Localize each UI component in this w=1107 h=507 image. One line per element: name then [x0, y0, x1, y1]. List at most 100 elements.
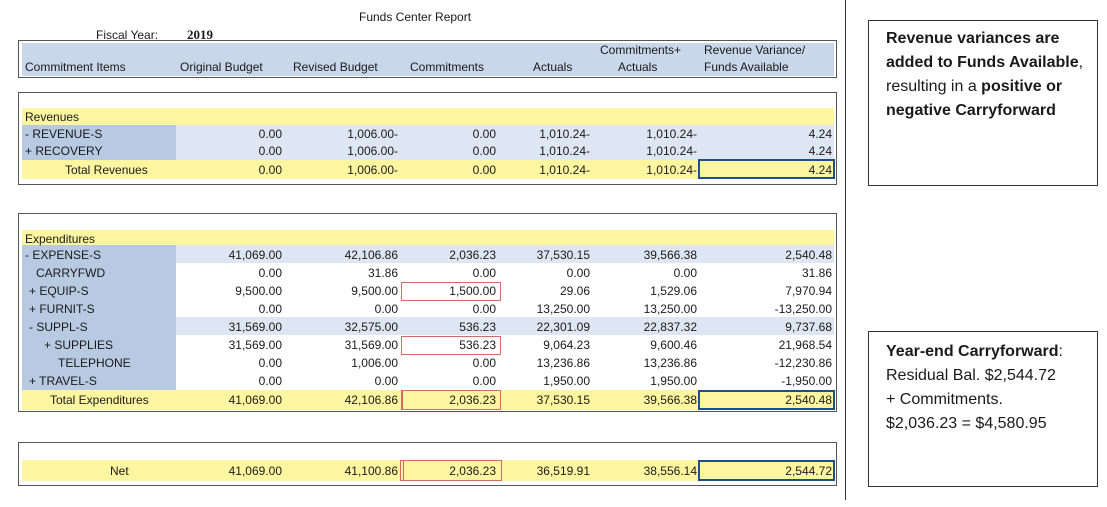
- cell-comm: 536.23: [459, 338, 496, 352]
- cell-act: 9,064.23: [543, 338, 590, 352]
- row-label: TELEPHONE: [58, 356, 131, 370]
- cell-rev: 41,100.86: [344, 464, 398, 478]
- table-row: - EXPENSE-S 41,069.00 42,106.86 2,036.23 37,…: [14, 246, 836, 264]
- total-expenditures-variance-highlight: [698, 390, 835, 410]
- cell-act: 13,250.00: [536, 302, 590, 316]
- total-commitments-highlight: [401, 390, 501, 410]
- total-revenues-row: Total Revenues 0.00 1,006.00- 0.00 1,010.24-…: [14, 161, 836, 179]
- supplies-commitments-highlight: [401, 336, 501, 355]
- cell-act: 1,010.24-: [539, 144, 590, 158]
- cell-var: -13,250.00: [774, 302, 832, 316]
- row-label: - EXPENSE-S: [25, 248, 102, 262]
- revenues-heading: Revenues: [25, 110, 80, 124]
- row-label: + TRAVEL-S: [29, 374, 97, 388]
- cell-var: -1,950.00: [781, 374, 832, 388]
- report-right-border: [845, 0, 846, 500]
- row-label: + SUPPLIES: [44, 338, 114, 352]
- carryforward-title: Year-end Carryforward: [886, 343, 1059, 360]
- cell-comm: 2,036.23: [449, 464, 496, 478]
- row-label: + EQUIP-S: [29, 284, 89, 298]
- table-row: TELEPHONE 0.00 1,006.00 0.00 13,236.86 13,236…: [14, 354, 836, 372]
- cell-var: 2,544.72: [785, 464, 832, 478]
- cell-var: 4.24: [808, 163, 832, 177]
- expenditures-frame: [18, 213, 837, 412]
- cell-ca: 1,529.06: [650, 284, 697, 298]
- cell-var: 4.24: [808, 144, 832, 158]
- fiscal-year-label: Fiscal Year:: [96, 28, 159, 42]
- cell-ca: 1,950.00: [650, 374, 697, 388]
- table-row: + RECOVERY 0.00 1,006.00- 0.00 1,010.24- 1,01…: [14, 142, 836, 160]
- cell-var: 31.86: [801, 266, 832, 280]
- table-row: + SUPPLIES 31,569.00 31,569.00 536.23 9,064.…: [14, 336, 836, 354]
- cell-comm: 0.00: [472, 356, 496, 370]
- cell-ca: 13,236.86: [643, 356, 697, 370]
- table-row: CARRYFWD 0.00 31.86 0.00 0.00 0.00 31.86: [14, 264, 836, 282]
- cell-act: 22,301.09: [536, 320, 590, 334]
- cell-act: 1,950.00: [543, 374, 590, 388]
- cell-ca: 9,600.46: [650, 338, 697, 352]
- cell-act: 1,010.24-: [539, 163, 590, 177]
- cell-act: 13,236.86: [536, 356, 590, 370]
- cell-rev: 1,006.00-: [347, 163, 398, 177]
- cell-var: 4.24: [808, 127, 832, 141]
- table-row: - SUPPL-S 31,569.00 32,575.00 536.23 22,301.…: [14, 318, 836, 336]
- cell-var: 2,540.48: [785, 393, 832, 407]
- cell-comm: 0.00: [472, 374, 496, 388]
- cell-ca: 13,250.00: [643, 302, 697, 316]
- cell-comm: 0.00: [472, 302, 496, 316]
- net-frame: [18, 442, 837, 486]
- total-revenues-variance-highlight: [698, 159, 835, 179]
- cell-rev: 32,575.00: [344, 320, 398, 334]
- net-commitments-highlight: [400, 460, 502, 481]
- report-title: Funds Center Report: [359, 10, 472, 24]
- col-revised-budget: Revised Budget: [293, 60, 378, 74]
- net-variance-highlight: [698, 460, 835, 481]
- cell-comm: 536.23: [459, 320, 496, 334]
- cell-ca: 1,010.24-: [646, 127, 697, 141]
- cell-var: 9,737.68: [785, 320, 832, 334]
- row-label: Net: [110, 464, 129, 478]
- cell-rev: 1,006.00-: [347, 144, 398, 158]
- carryforward-line3: $2,036.23 = $4,580.95: [886, 415, 1047, 432]
- col-commitment-items: Commitment Items: [25, 60, 126, 74]
- cell-act: 36,519.91: [536, 464, 590, 478]
- cell-rev: 42,106.86: [344, 393, 398, 407]
- note-text-1: , resulting in a: [886, 54, 1084, 95]
- col-variance-1: Revenue Variance/: [704, 43, 806, 57]
- cell-act: 37,530.15: [536, 248, 590, 262]
- expenditures-heading-row: Expenditures: [14, 230, 836, 248]
- total-expenditures-row: Total Expenditures 41,069.00 42,106.86 2,03…: [14, 391, 836, 409]
- expenditures-heading: Expenditures: [25, 232, 96, 246]
- carryforward-colon: :: [1058, 343, 1063, 360]
- col-actuals: Actuals: [533, 60, 573, 74]
- cell-orig: 0.00: [258, 356, 282, 370]
- cell-comm: 0.00: [472, 163, 496, 177]
- cell-orig: 0.00: [258, 374, 282, 388]
- cell-rev: 42,106.86: [344, 248, 398, 262]
- table-row: - REVENUE-S 0.00 1,006.00- 0.00 1,010.24- 1,0…: [14, 125, 836, 143]
- table-row: + TRAVEL-S 0.00 0.00 0.00 1,950.00 1,950.00 -1…: [14, 372, 836, 390]
- cell-orig: 41,069.00: [228, 393, 282, 407]
- cell-act: 1,010.24-: [539, 127, 590, 141]
- cell-var: 7,970.94: [785, 284, 832, 298]
- cell-ca: 1,010.24-: [646, 144, 697, 158]
- cell-comm: 0.00: [472, 266, 496, 280]
- cell-orig: 0.00: [258, 163, 282, 177]
- col-comm-actuals-1: Commitments+: [600, 43, 682, 57]
- cell-comm: 0.00: [472, 127, 496, 141]
- cell-orig: 0.00: [258, 144, 282, 158]
- cell-ca: 38,556.14: [643, 464, 697, 478]
- cell-orig: 0.00: [258, 127, 282, 141]
- col-commitments: Commitments: [410, 60, 485, 74]
- cell-rev: 1,006.00-: [347, 127, 398, 141]
- cell-orig: 9,500.00: [235, 284, 282, 298]
- col-original-budget: Original Budget: [180, 60, 263, 74]
- cell-orig: 31,569.00: [228, 338, 282, 352]
- cell-rev: 9,500.00: [351, 284, 398, 298]
- cell-var: -12,230.86: [774, 356, 832, 370]
- funds-center-report: Funds Center Report Fiscal Year: 2019 Co…: [14, 0, 846, 507]
- cell-rev: 31,569.00: [344, 338, 398, 352]
- cell-act: 0.00: [566, 266, 590, 280]
- revenues-heading-row: Revenues: [14, 108, 836, 126]
- row-label: CARRYFWD: [36, 266, 106, 280]
